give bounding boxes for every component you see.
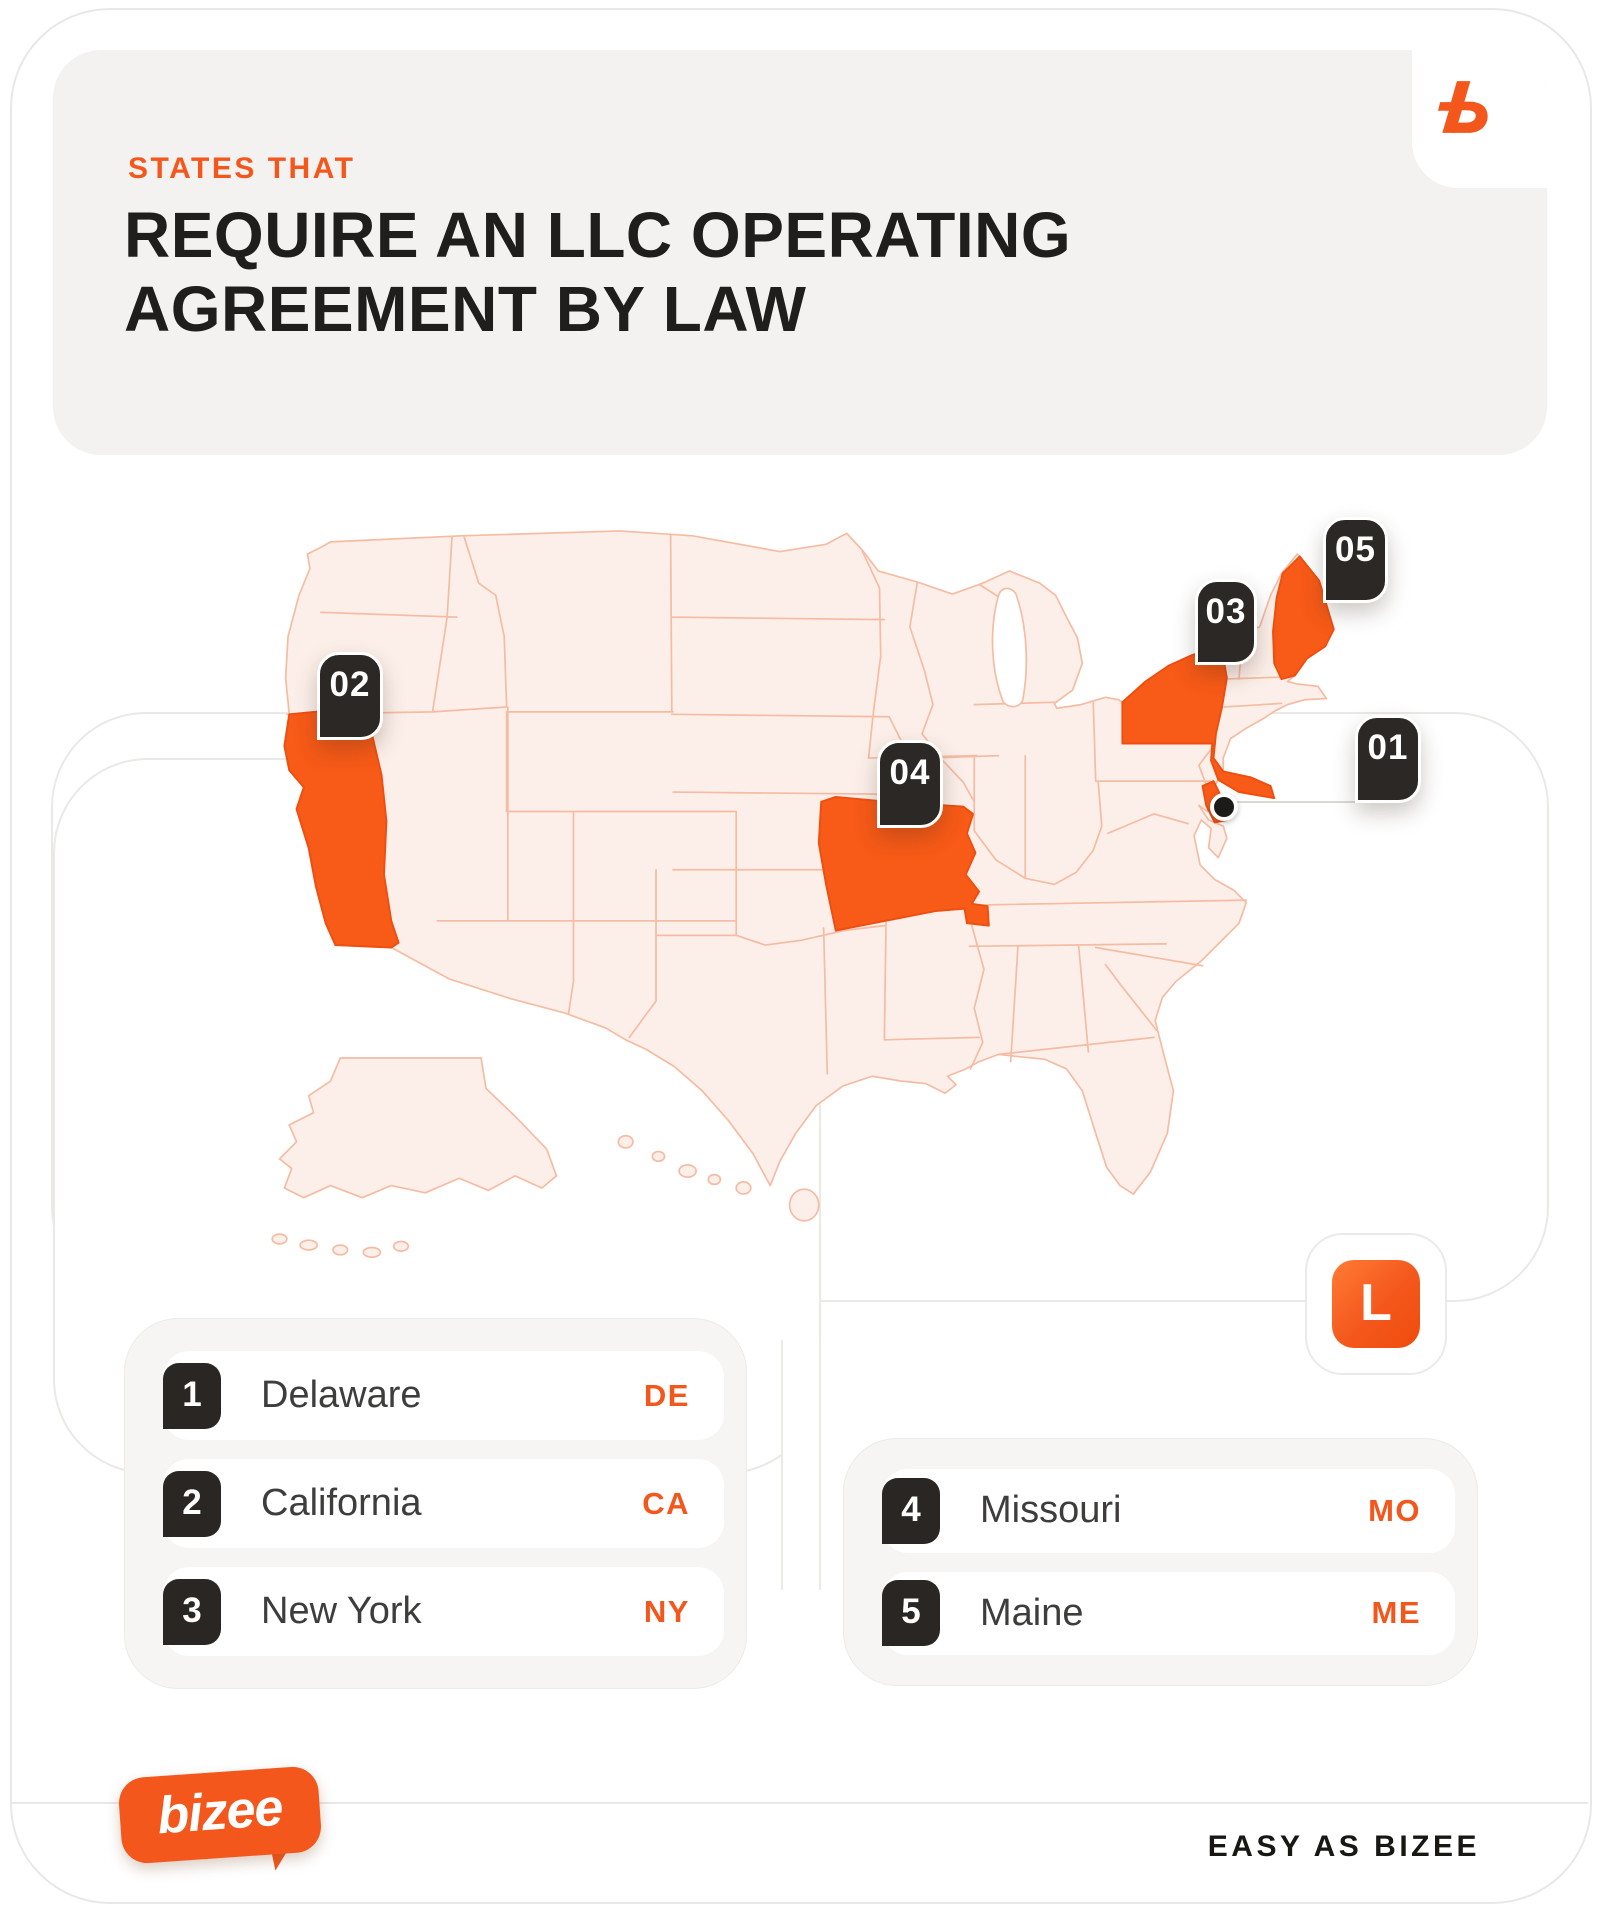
state-borders	[285, 533, 1295, 1075]
hawaii-island	[617, 1134, 634, 1149]
legend-row-new-york: 3 New York NY	[163, 1567, 724, 1656]
legend-state-name: Missouri	[980, 1489, 1122, 1532]
legend-row-california: 2 California CA	[163, 1459, 724, 1548]
lake-michigan	[991, 587, 1028, 708]
legend-state-abbr: CA	[642, 1485, 690, 1521]
legend-state-abbr: DE	[643, 1377, 690, 1413]
legend-card-left: 1 Delaware DE 2 California CA 3 New York…	[124, 1318, 747, 1689]
marker-01-connector	[1230, 801, 1358, 803]
hawaii-island	[707, 1173, 722, 1186]
hawaii-island	[735, 1181, 752, 1195]
state-maine	[1272, 555, 1335, 681]
legend-state-abbr: MO	[1368, 1492, 1421, 1528]
legend-num-badge: 2	[163, 1470, 221, 1537]
header-card	[53, 50, 1547, 455]
bizee-logo: bizee	[117, 1765, 323, 1865]
aleutian-island	[299, 1239, 319, 1251]
title-line-2: AGREEMENT BY LAW	[124, 273, 807, 345]
legend-state-abbr: ME	[1371, 1595, 1421, 1631]
aleutian-island	[392, 1240, 410, 1252]
state-california	[283, 706, 400, 949]
hawaii-island	[788, 1188, 820, 1222]
header-eyebrow: STATES THAT	[128, 152, 356, 185]
legend-state-name: Delaware	[261, 1374, 422, 1416]
map-marker-maine: 05	[1323, 517, 1388, 603]
delaware-dot	[1210, 793, 1238, 821]
llc-app-card: L	[1305, 1233, 1447, 1375]
alaska-shape	[278, 1057, 558, 1199]
aleutian-island	[332, 1244, 349, 1256]
map-marker-california: 02	[317, 652, 383, 740]
legend-card-right: 4 Missouri MO 5 Maine ME	[843, 1438, 1478, 1686]
legend-row-delaware: 1 Delaware DE	[163, 1351, 724, 1440]
us-map	[271, 530, 1335, 1259]
map-marker-delaware: 01	[1355, 715, 1421, 803]
legend-num-badge: 3	[163, 1578, 221, 1645]
title-line-1: REQUIRE AN LLC OPERATING	[124, 199, 1072, 271]
footer-divider	[12, 1802, 1588, 1804]
hawaii-island	[651, 1150, 666, 1163]
l-app-icon: L	[1332, 1260, 1420, 1348]
legend-row-missouri: 4 Missouri MO	[882, 1469, 1455, 1553]
map-marker-missouri: 04	[877, 740, 943, 828]
page-title: REQUIRE AN LLC OPERATING AGREEMENT BY LA…	[124, 198, 1374, 346]
aleutian-island	[362, 1246, 382, 1259]
legend-connector	[781, 1340, 821, 1590]
legend-num-badge: 5	[882, 1580, 940, 1647]
aleutian-island	[271, 1233, 288, 1245]
legend-num-badge: 4	[882, 1477, 940, 1544]
legend-state-name: California	[261, 1482, 422, 1524]
hawaii-island	[678, 1164, 697, 1178]
state-missouri	[817, 795, 990, 932]
legend-row-maine: 5 Maine ME	[882, 1571, 1455, 1655]
map-marker-new-york: 03	[1195, 579, 1257, 665]
bizee-b-icon	[1438, 81, 1488, 133]
legend-state-name: New York	[261, 1590, 422, 1632]
legend-state-abbr: NY	[643, 1593, 690, 1629]
footer-tagline: EASY AS BIZEE	[1207, 1830, 1480, 1863]
us-lower48-shape	[283, 530, 1335, 1195]
legend-state-name: Maine	[980, 1591, 1084, 1634]
legend-num-badge: 1	[163, 1362, 221, 1429]
